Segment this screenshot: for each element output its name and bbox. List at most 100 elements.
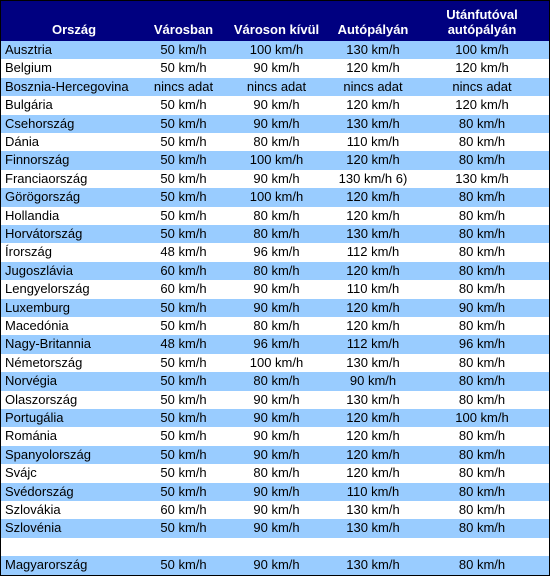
- table-row: Görögország 50 km/h 100 km/h 120 km/h 80 km/…: [1, 188, 549, 207]
- country-cell: Szlovákia: [5, 502, 61, 517]
- country-cell: Németország: [5, 354, 83, 370]
- in-town-cell: 50 km/h: [160, 465, 207, 481]
- in-town-cell: 50 km/h: [160, 152, 207, 168]
- motorway-cell: nincs adat: [343, 78, 403, 94]
- outside-town-cell: 90 km/h: [253, 391, 300, 407]
- in-town-cell: 60 km/h: [160, 281, 207, 297]
- country-cell: Jugoszlávia: [5, 262, 73, 278]
- motorway-cell: 120 km/h: [346, 152, 400, 168]
- motorway-cell: 120 km/h: [346, 446, 400, 462]
- outside-town-cell: 96 km/h: [253, 336, 300, 352]
- in-town-cell: 50 km/h: [160, 391, 207, 407]
- in-town-cell: 60 km/h: [160, 502, 207, 517]
- outside-town-cell: 100 km/h: [249, 189, 304, 205]
- motorway-cell: 90 km/h: [349, 373, 397, 389]
- table-row: Olaszország 50 km/h 90 km/h 130 km/h 80 km/h: [1, 390, 549, 409]
- motorway-cell: 112 km/h: [346, 336, 400, 352]
- in-town-cell: 50 km/h: [160, 60, 207, 76]
- outside-town-cell: 90 km/h: [253, 170, 300, 186]
- table-row: Spanyolország 50 km/h 90 km/h 120 km/h 80 km…: [1, 445, 549, 465]
- in-town-cell: nincs adat: [153, 78, 214, 94]
- outside-town-cell: 90 km/h: [253, 410, 300, 425]
- trailer-motorway-cell: 80 km/h: [458, 318, 506, 333]
- motorway-cell: 120 km/h: [346, 60, 400, 76]
- country-cell: Luxemburg: [5, 299, 71, 315]
- trailer-motorway-cell: 80 km/h: [458, 557, 506, 573]
- country-cell: Csehország: [5, 115, 75, 131]
- motorway-cell: 110 km/h: [346, 281, 400, 297]
- motorway-cell: 120 km/h: [346, 428, 400, 444]
- trailer-motorway-cell: 120 km/h: [455, 97, 509, 113]
- in-town-cell: 50 km/h: [160, 410, 207, 425]
- table-row: Szlovákia 60 km/h 90 km/h 130 km/h 80 km/h: [1, 501, 549, 520]
- country-cell: Belgium: [5, 60, 52, 76]
- country-cell: Bulgária: [5, 97, 53, 113]
- motorway-cell: 130 km/h: [346, 391, 400, 407]
- country-cell: Svájc: [5, 465, 37, 481]
- table-row: Magyarország 50 km/h 90 km/h 130 km/h 80 km/…: [1, 556, 549, 575]
- trailer-motorway-cell: 130 km/h: [455, 170, 509, 186]
- motorway-cell: 130 km/h: [346, 226, 400, 241]
- table-row: Franciaország 50 km/h 90 km/h 130 km/h 6) 13…: [1, 169, 549, 189]
- table-row: Macedónia 50 km/h 80 km/h 120 km/h 80 km/h: [1, 317, 549, 336]
- country-cell: Finnország: [5, 152, 70, 168]
- trailer-motorway-cell: 96 km/h: [458, 336, 506, 352]
- outside-town-cell: 90 km/h: [253, 299, 300, 315]
- table-row: Portugália 50 km/h 90 km/h 120 km/h 100 km/h: [1, 409, 549, 428]
- trailer-motorway-cell: 80 km/h: [458, 446, 506, 462]
- trailer-motorway-cell: 80 km/h: [458, 262, 506, 278]
- in-town-cell: 48 km/h: [160, 336, 207, 352]
- outside-town-cell: 100 km/h: [249, 42, 304, 57]
- table-row: Németország 50 km/h 100 km/h 130 km/h 80 km/…: [1, 353, 549, 373]
- in-town-cell: 50 km/h: [160, 115, 207, 131]
- in-town-cell: 50 km/h: [160, 189, 207, 205]
- trailer-motorway-cell: 100 km/h: [455, 42, 509, 57]
- table-row: Bulgária 50 km/h 90 km/h 120 km/h 120 km/h: [1, 96, 549, 115]
- country-cell: [5, 538, 143, 556]
- trailer-motorway-cell: 80 km/h: [458, 226, 506, 241]
- outside-town-cell: 90 km/h: [253, 557, 300, 573]
- trailer-motorway-cell: 80 km/h: [458, 115, 506, 131]
- table-row: Lengyelország 60 km/h 90 km/h 110 km/h 80 km…: [1, 280, 549, 299]
- motorway-cell: 130 km/h: [346, 42, 400, 57]
- trailer-motorway-cell: [417, 538, 547, 556]
- trailer-motorway-cell: 80 km/h: [458, 373, 506, 389]
- trailer-motorway-cell: nincs adat: [452, 78, 512, 94]
- table-row: Csehország 50 km/h 90 km/h 130 km/h 80 km/h: [1, 114, 549, 133]
- in-town-cell: 48 km/h: [160, 244, 207, 260]
- trailer-motorway-cell: 80 km/h: [458, 502, 506, 517]
- outside-town-cell: 80 km/h: [253, 207, 300, 223]
- in-town-cell: 60 km/h: [160, 262, 207, 278]
- country-cell: Horvátország: [5, 226, 83, 241]
- table-row: Jugoszlávia 60 km/h 80 km/h 120 km/h 80 km/h: [1, 261, 549, 281]
- table-row: Dánia 50 km/h 80 km/h 110 km/h 80 km/h: [1, 133, 549, 152]
- country-cell: Portugália: [5, 410, 64, 425]
- country-cell: Norvégia: [5, 373, 58, 389]
- table-row: Finnország 50 km/h 100 km/h 120 km/h 80 km/h: [1, 151, 549, 170]
- country-cell: Franciaország: [5, 170, 88, 186]
- outside-town-cell: 80 km/h: [253, 373, 300, 389]
- trailer-motorway-cell: 80 km/h: [458, 152, 506, 168]
- outside-town-cell: 100 km/h: [249, 354, 304, 370]
- in-town-cell: [143, 538, 224, 556]
- trailer-motorway-cell: 90 km/h: [458, 299, 506, 315]
- outside-town-cell: 100 km/h: [249, 152, 304, 168]
- table-row: Svájc 50 km/h 80 km/h 120 km/h 80 km/h: [1, 464, 549, 483]
- header-motorway: Autópályán: [337, 22, 409, 37]
- motorway-cell: 130 km/h 6): [338, 170, 408, 186]
- table-row: Írország 48 km/h 96 km/h 112 km/h 80 km/h: [1, 243, 549, 262]
- motorway-cell: 130 km/h: [346, 354, 400, 370]
- motorway-cell: 120 km/h: [346, 318, 400, 333]
- table-row: Szlovénia 50 km/h 90 km/h 130 km/h 80 km/h: [1, 519, 549, 538]
- outside-town-cell: 90 km/h: [253, 97, 300, 113]
- in-town-cell: 50 km/h: [160, 557, 207, 573]
- in-town-cell: 50 km/h: [160, 134, 207, 149]
- table-row: Horvátország 50 km/h 80 km/h 130 km/h 80 km/…: [1, 225, 549, 244]
- outside-town-cell: 80 km/h: [253, 262, 300, 278]
- trailer-motorway-cell: 80 km/h: [458, 134, 506, 149]
- trailer-motorway-cell: 80 km/h: [458, 189, 506, 205]
- in-town-cell: 50 km/h: [160, 373, 207, 389]
- motorway-cell: 120 km/h: [346, 207, 400, 223]
- trailer-motorway-cell: 80 km/h: [458, 207, 506, 223]
